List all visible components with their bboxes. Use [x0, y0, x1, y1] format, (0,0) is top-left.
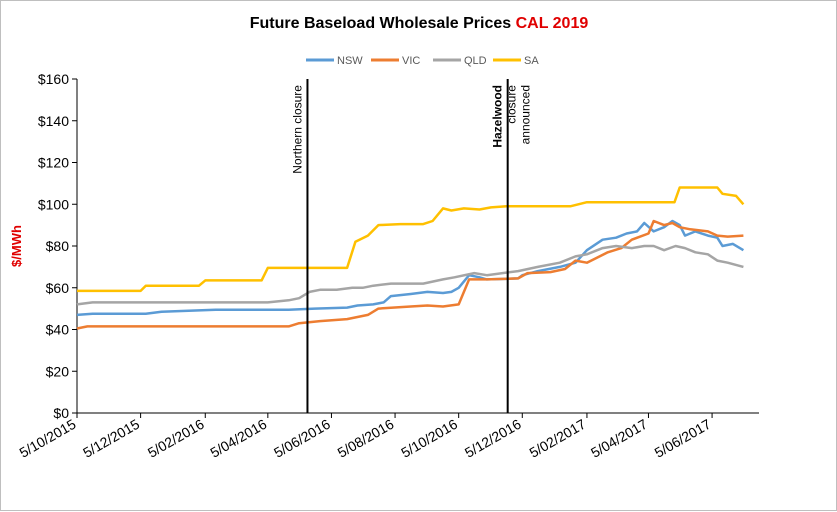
y-tick-label: $20 — [46, 363, 70, 379]
chart-title-highlight: CAL 2019 — [516, 15, 589, 32]
legend-label: QLD — [464, 55, 487, 67]
annotation-text: closure — [505, 85, 519, 124]
annotation-text: Northern closure — [290, 85, 304, 174]
x-tick-label: 5/10/2016 — [398, 416, 460, 461]
y-tick-label: $160 — [38, 71, 69, 87]
x-tick-label: 5/10/2015 — [17, 416, 79, 461]
x-tick-label: 5/02/2016 — [145, 416, 207, 461]
axes — [76, 79, 759, 414]
series-line-vic — [76, 219, 744, 330]
legend-label: VIC — [402, 55, 420, 67]
y-tick-label: $0 — [53, 405, 69, 421]
chart-title-main: Future Baseload Wholesale Prices — [250, 15, 516, 32]
y-axis-ticks: $0 $20 $40 $60 $80 $100 $120 $140 $160 — [38, 71, 77, 421]
data-series — [76, 186, 745, 330]
annotations: Northern closure Hazelwood closure announce… — [290, 79, 533, 413]
legend: NSW VIC QLD SA — [306, 55, 539, 67]
y-tick-label: $80 — [46, 238, 70, 254]
x-tick-label: 5/12/2016 — [462, 416, 524, 461]
annotation-text: announced — [519, 85, 533, 144]
x-tick-label: 5/02/2017 — [526, 416, 588, 461]
x-tick-label: 5/12/2015 — [80, 416, 142, 461]
y-tick-label: $140 — [38, 113, 69, 129]
legend-label: NSW — [337, 55, 363, 67]
y-tick-label: $100 — [38, 196, 69, 212]
x-tick-label: 5/06/2016 — [271, 416, 333, 461]
x-tick-label: 5/08/2016 — [335, 416, 397, 461]
annotation-text: Hazelwood — [491, 85, 505, 148]
y-tick-label: $120 — [38, 155, 69, 171]
x-axis-ticks: 5/10/2015 5/12/2015 5/02/2016 5/04/2016 5/06… — [17, 413, 714, 461]
y-axis-label: $/MWh — [9, 225, 24, 267]
y-tick-label: $60 — [46, 280, 70, 296]
x-tick-label: 5/04/2017 — [588, 416, 650, 461]
series-line-sa — [77, 186, 745, 293]
x-tick-label: 5/04/2016 — [207, 416, 269, 461]
legend-label: SA — [524, 55, 539, 67]
chart-title: Future Baseload Wholesale Prices CAL 201… — [250, 15, 589, 32]
y-tick-label: $40 — [46, 322, 70, 338]
series-line-qld — [76, 244, 744, 306]
x-tick-label: 5/06/2017 — [652, 416, 714, 461]
